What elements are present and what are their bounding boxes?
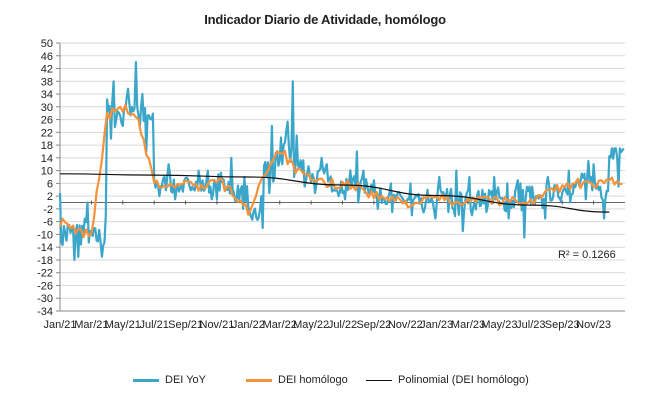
series-line-polinomial	[59, 173, 610, 213]
x-tick-label: Nov/23	[576, 319, 611, 331]
y-tick-label: -22	[37, 268, 53, 280]
y-tick-label: 30	[41, 102, 53, 114]
legend-label-dei-yoy: DEI YoY	[165, 374, 206, 386]
x-tick-label: Mar/21	[74, 319, 108, 331]
x-tick-label: May/21	[105, 319, 141, 331]
series-line-dei-homologo	[58, 104, 623, 239]
x-tick-label: Jan/23	[420, 319, 453, 331]
x-tick-label: Jan/21	[43, 319, 76, 331]
x-tick-label: Sep/23	[545, 319, 580, 331]
x-tick-label: May/22	[293, 319, 329, 331]
gridlines	[60, 42, 625, 312]
y-tick-label: -2	[43, 204, 53, 216]
y-tick-label: -18	[37, 255, 53, 267]
series-line-dei-yoy	[58, 60, 625, 262]
x-tick-label: May/23	[481, 319, 517, 331]
y-tick-label: 2	[47, 191, 53, 203]
y-tick-label: -6	[43, 217, 53, 229]
series-layer	[58, 60, 625, 262]
legend-item-polinomial: Polinomial (DEI homólogo)	[366, 374, 529, 386]
legend-swatch-polinomial	[366, 379, 392, 381]
y-tick-label: -26	[37, 280, 53, 292]
y-tick-label: 34	[41, 89, 53, 101]
y-axis: 504642383430262218141062-2-6-10-14-18-22…	[37, 38, 60, 318]
x-tick-label: Nov/21	[200, 319, 235, 331]
x-tick-label: Mar/23	[451, 319, 485, 331]
y-tick-label: 10	[41, 166, 53, 178]
x-tick-label: Jan/22	[232, 319, 265, 331]
y-tick-label: 22	[41, 127, 53, 139]
y-tick-label: 46	[41, 51, 53, 63]
y-tick-label: 18	[41, 140, 53, 152]
legend-label-polinomial: Polinomial (DEI homólogo)	[398, 374, 529, 386]
y-tick-label: 26	[41, 115, 53, 127]
chart-title: Indicador Diario de Atividade, homólogo	[204, 12, 446, 27]
legend-item-dei-homologo: DEI homólogo	[246, 374, 348, 386]
x-tick-label: Jul/22	[328, 319, 357, 331]
y-tick-label: -34	[37, 306, 53, 318]
y-tick-label: 38	[41, 76, 53, 88]
r-squared-annotation: R² = 0.1266	[558, 249, 616, 261]
y-tick-label: -14	[37, 242, 53, 254]
legend-swatch-dei-homologo	[246, 378, 272, 382]
x-tick-label: Jul/23	[516, 319, 545, 331]
legend-label-dei-homologo: DEI homólogo	[278, 374, 348, 386]
legend: DEI YoY DEI homólogo Polinomial (DEI hom…	[0, 374, 650, 392]
y-tick-label: -10	[37, 229, 53, 241]
y-tick-label: 42	[41, 64, 53, 76]
x-tick-label: Jul/21	[139, 319, 168, 331]
y-tick-label: 6	[47, 178, 53, 190]
x-tick-label: Mar/22	[263, 319, 297, 331]
x-tick-label: Sep/21	[168, 319, 203, 331]
x-tick-label: Sep/22	[356, 319, 391, 331]
legend-swatch-dei-yoy	[133, 378, 159, 382]
y-tick-label: 14	[41, 153, 53, 165]
y-tick-label: 50	[41, 38, 53, 50]
y-tick-label: -30	[37, 293, 53, 305]
legend-item-dei-yoy: DEI YoY	[133, 374, 206, 386]
axes	[59, 43, 625, 312]
x-tick-label: Nov/22	[388, 319, 423, 331]
